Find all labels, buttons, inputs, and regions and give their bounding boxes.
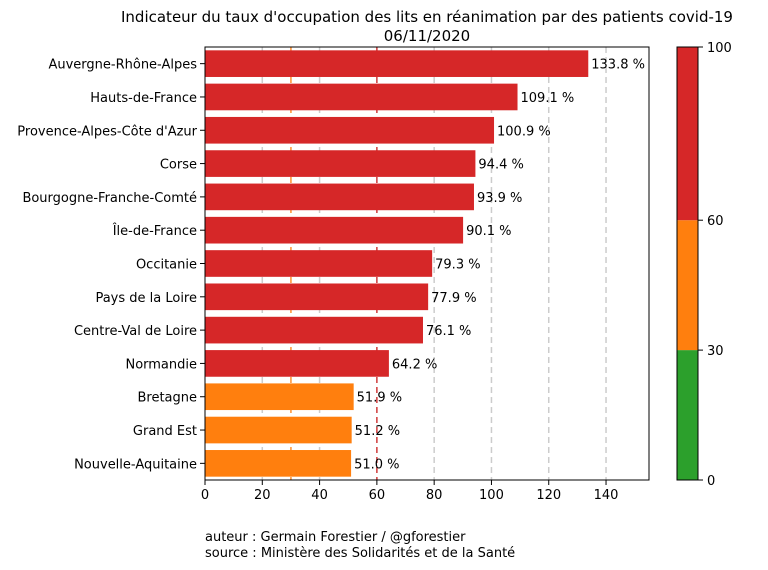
chart-subtitle: 06/11/2020 xyxy=(383,27,471,45)
category-label: Corse xyxy=(160,158,197,173)
bar xyxy=(205,216,464,244)
category-label: Grand Est xyxy=(133,424,197,439)
bar xyxy=(205,316,423,344)
x-tick-label: 40 xyxy=(311,488,328,503)
chart-title: Indicateur du taux d'occupation des lits… xyxy=(121,8,733,26)
category-label: Hauts-de-France xyxy=(90,91,197,106)
category-label: Pays de la Loire xyxy=(95,291,197,306)
bar xyxy=(205,183,474,211)
bar-value-label: 133.8 % xyxy=(591,58,645,73)
category-label: Occitanie xyxy=(136,258,197,273)
bar-value-label: 93.9 % xyxy=(477,191,522,206)
bar xyxy=(205,450,352,477)
bar-value-label: 76.1 % xyxy=(426,324,471,339)
bar-value-label: 94.4 % xyxy=(478,158,523,173)
category-label: Normandie xyxy=(125,357,197,372)
bar-value-label: 100.9 % xyxy=(497,124,551,139)
category-label: Île-de-France xyxy=(112,223,197,239)
category-label: Auvergne-Rhône-Alpes xyxy=(48,58,197,73)
colorbar-tick-label: 0 xyxy=(707,474,715,489)
bar xyxy=(205,83,518,111)
bar-value-label: 51.9 % xyxy=(357,391,402,406)
x-tick-label: 80 xyxy=(426,488,443,503)
bar-value-label: 79.3 % xyxy=(435,258,480,273)
x-tick-label: 140 xyxy=(594,488,619,503)
bar xyxy=(205,116,495,144)
colorbar-segment xyxy=(677,220,698,351)
footer-author: auteur : Germain Forestier / @gforestier xyxy=(205,530,466,545)
plot-frame xyxy=(204,46,650,481)
category-label: Provence-Alpes-Côte d'Azur xyxy=(17,124,197,139)
bar xyxy=(205,250,433,277)
bar xyxy=(205,350,389,377)
x-tick-label: 60 xyxy=(369,488,386,503)
colorbar-tick-label: 100 xyxy=(707,41,732,56)
bar xyxy=(205,50,589,77)
bar-value-label: 51.2 % xyxy=(355,424,400,439)
bar-value-label: 90.1 % xyxy=(466,224,511,239)
bar xyxy=(205,150,476,177)
colorbar-tick-label: 60 xyxy=(707,214,724,229)
category-label: Bretagne xyxy=(137,391,197,406)
category-label: Centre-Val de Loire xyxy=(74,324,197,339)
bar xyxy=(205,383,354,411)
category-label: Bourgogne-Franche-Comté xyxy=(22,191,197,206)
bar xyxy=(205,283,429,311)
colorbar-segment xyxy=(677,350,698,480)
x-tick-label: 0 xyxy=(201,488,209,503)
colorbar-tick-label: 30 xyxy=(707,344,724,359)
x-tick-label: 120 xyxy=(536,488,561,503)
bar xyxy=(205,416,352,444)
bar-value-label: 77.9 % xyxy=(431,291,476,306)
bar-value-label: 64.2 % xyxy=(392,357,437,372)
category-label: Nouvelle-Aquitaine xyxy=(74,457,197,472)
x-tick-label: 20 xyxy=(254,488,271,503)
bar-value-label: 109.1 % xyxy=(521,91,575,106)
colorbar-segment xyxy=(677,47,698,221)
bar-value-label: 51.0 % xyxy=(354,457,399,472)
x-tick-label: 100 xyxy=(479,488,504,503)
footer-source: source : Ministère des Solidarités et de… xyxy=(205,546,516,561)
colorbar-frame xyxy=(676,46,699,481)
